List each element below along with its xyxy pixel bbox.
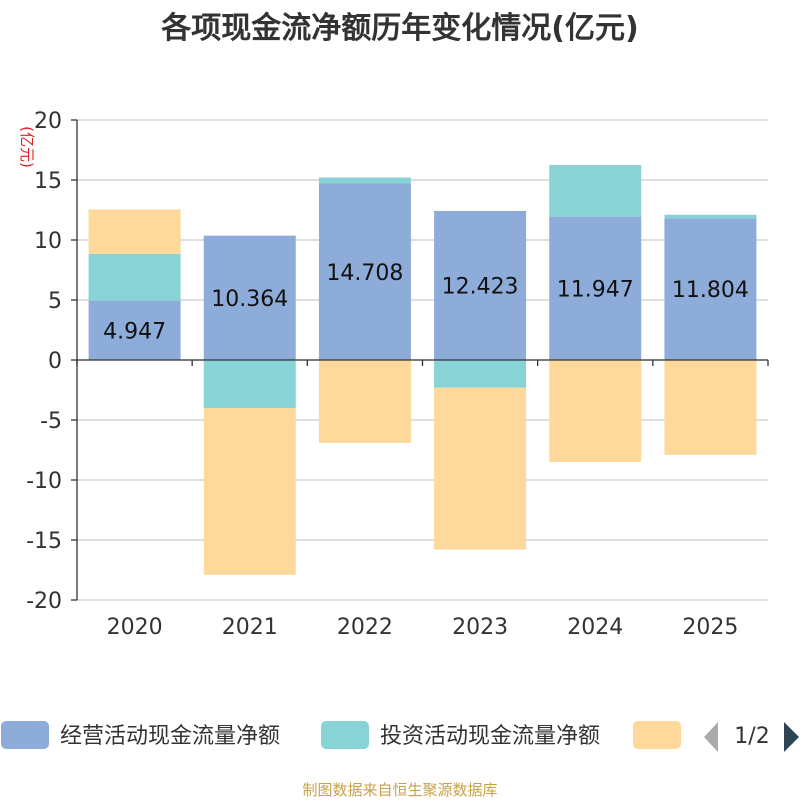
legend-label-operating[interactable]: 经营活动现金流量净额 — [60, 724, 280, 749]
bar-2020-series-2[interactable] — [88, 209, 181, 254]
data-label-2020: 4.947 — [103, 319, 166, 344]
bar-2020-series-0[interactable] — [88, 300, 181, 360]
legend-swatch-investing[interactable] — [321, 721, 369, 749]
x-tick-label-2020: 2020 — [107, 615, 163, 640]
y-tick-label: -20 — [26, 589, 62, 614]
bar-2021-series-1[interactable] — [203, 360, 296, 408]
data-label-2022: 14.708 — [326, 261, 403, 286]
x-tick-label-2021: 2021 — [222, 615, 278, 640]
bar-2023-series-0[interactable] — [434, 210, 527, 360]
bar-series — [88, 165, 757, 575]
y-tick-label: -15 — [26, 529, 62, 554]
legend: 经营活动现金流量净额 投资活动现金流量净额 1/2 — [1, 721, 799, 752]
bar-2023-series-2[interactable] — [434, 387, 527, 550]
y-tick-label: 10 — [34, 229, 62, 254]
bar-2022-series-2[interactable] — [318, 360, 411, 443]
legend-swatch-operating[interactable] — [1, 721, 49, 749]
bar-2024-series-0[interactable] — [549, 216, 642, 360]
bar-2024-series-1[interactable] — [549, 165, 642, 217]
bar-2020-series-1[interactable] — [88, 253, 181, 301]
y-axis-unit: (亿元) — [18, 126, 36, 168]
bar-2021-series-0[interactable] — [203, 235, 296, 360]
x-tick-label-2022: 2022 — [337, 615, 393, 640]
bar-2022-series-1[interactable] — [318, 177, 411, 184]
y-tick-label: -10 — [26, 469, 62, 494]
data-label-2023: 12.423 — [442, 274, 519, 299]
legend-swatch-financing[interactable] — [633, 721, 681, 749]
y-tick-label: 0 — [48, 349, 62, 374]
x-tick-label-2024: 2024 — [567, 615, 623, 640]
chart-title: 各项现金流净额历年变化情况(亿元) — [160, 11, 638, 46]
bar-2025-series-2[interactable] — [664, 360, 757, 455]
legend-page-indicator: 1/2 — [734, 724, 769, 749]
legend-next-page-icon[interactable] — [784, 722, 799, 752]
bar-2025-series-1[interactable] — [664, 214, 757, 219]
data-label-2025: 11.804 — [672, 278, 749, 303]
bar-2022-series-0[interactable] — [318, 183, 411, 360]
y-tick-label: 5 — [48, 289, 62, 314]
y-tick-label: 20 — [34, 109, 62, 134]
legend-prev-page-icon[interactable] — [704, 722, 718, 752]
legend-label-investing[interactable]: 投资活动现金流量净额 — [380, 724, 600, 749]
y-tick-labels: 20 15 10 5 0 -5 -10 -15 -20 — [26, 109, 62, 614]
bar-2024-series-2[interactable] — [549, 360, 642, 462]
y-tick-label: -5 — [40, 409, 62, 434]
source-note: 制图数据来自恒生聚源数据库 — [302, 781, 497, 799]
data-label-2021: 10.364 — [211, 287, 288, 312]
bar-2023-series-1[interactable] — [434, 360, 527, 388]
bar-2021-series-2[interactable] — [203, 408, 296, 575]
data-label-2024: 11.947 — [557, 277, 634, 302]
data-labels: 4.947 10.364 14.708 12.423 11.947 11.804 — [103, 261, 749, 345]
axes — [71, 119, 769, 601]
x-tick-labels: 2020 2021 2022 2023 2024 2025 — [107, 615, 739, 640]
bar-2025-series-0[interactable] — [664, 218, 757, 360]
x-tick-label-2025: 2025 — [682, 615, 738, 640]
y-tick-label: 15 — [34, 169, 62, 194]
x-tick-label-2023: 2023 — [452, 615, 508, 640]
